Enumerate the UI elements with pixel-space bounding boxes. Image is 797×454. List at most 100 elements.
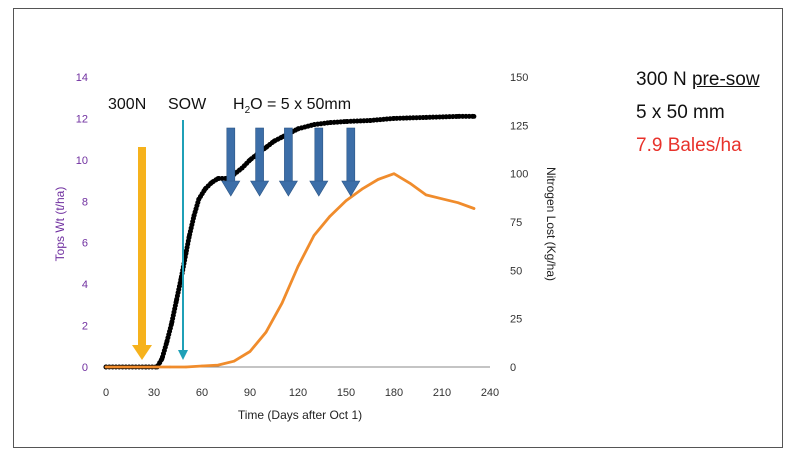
series-nitrogen-lost-point — [424, 193, 428, 197]
series-nitrogen-lost-line — [104, 172, 476, 369]
side-note-rate-timing: pre-sow — [691, 69, 760, 90]
label-water: H2O = 5 x 50mm — [233, 96, 351, 116]
series-tops-wt-point — [279, 134, 285, 140]
series-tops-wt-point — [343, 119, 349, 124]
water-arrow-1-shaft — [226, 127, 236, 183]
series-tops-wt-point — [295, 126, 301, 132]
series-nitrogen-lost-point — [184, 365, 188, 369]
y-left-tick-label: 4 — [82, 279, 88, 291]
x-tick-label: 120 — [289, 387, 307, 399]
series-nitrogen-lost-point — [376, 178, 380, 181]
x-tick-label: 60 — [196, 387, 208, 399]
series-tops-wt-point — [263, 145, 269, 150]
y-left-tick-label: 12 — [76, 113, 88, 125]
series-nitrogen-lost-point — [248, 350, 252, 353]
series-tops-wt-point — [215, 176, 221, 181]
side-note-rate: 300 N pre-sow — [636, 69, 760, 91]
y-right-tick-label: 125 — [510, 120, 528, 132]
series-tops-wt-point — [271, 138, 277, 144]
y-axis-left-label: Tops Wt (t/ha) — [53, 187, 67, 262]
series-nitrogen-lost-point — [440, 197, 444, 200]
x-tick-label: 150 — [337, 387, 355, 399]
series-tops-wt-point — [183, 250, 189, 256]
water-arrow-1-head — [221, 180, 241, 197]
y-right-tick-label: 75 — [510, 217, 522, 229]
x-axis-label: Time (Days after Oct 1) — [238, 408, 362, 422]
series-tops-wt-point — [423, 115, 429, 120]
series-tops-wt-point — [159, 356, 165, 362]
series-nitrogen-lost-point — [312, 234, 316, 237]
water-arrow-4-shaft — [314, 127, 324, 183]
series-tops-wt-point — [169, 321, 175, 326]
y-left-tick-label: 8 — [82, 196, 88, 208]
series-nitrogen-lost-point — [104, 365, 108, 369]
water-arrow-2-shaft — [255, 127, 264, 183]
series-tops-wt-point — [209, 180, 215, 186]
arrow-300n-shaft — [138, 147, 146, 346]
label-sow: SOW — [168, 96, 207, 113]
series-nitrogen-lost-point — [280, 302, 284, 305]
axis-labels: Time (Days after Oct 1) Tops Wt (t/ha) N… — [53, 167, 558, 422]
x-tick-label: 90 — [244, 387, 256, 399]
series-tops-wt-point — [247, 157, 253, 163]
y-left-tick-label: 6 — [82, 238, 88, 250]
y-left-tick-label: 14 — [76, 72, 88, 84]
series-nitrogen-lost-point — [472, 207, 476, 210]
y-right-tick-label: 100 — [510, 169, 528, 181]
x-tick-label: 0 — [103, 387, 109, 399]
side-note-yield: 7.9 Bales/ha — [636, 135, 742, 156]
y-left-tick-label: 2 — [82, 321, 88, 333]
arrow-300n-head — [132, 345, 152, 360]
series-tops-wt-point — [202, 186, 208, 192]
series-nitrogen-lost-point — [408, 182, 412, 185]
arrow-sow-head — [178, 350, 188, 360]
series-nitrogen-lost-point — [216, 363, 220, 367]
water-arrow-3-head — [278, 180, 298, 197]
series-nitrogen-lost-point — [168, 365, 172, 369]
y-right-tick-label: 150 — [510, 72, 528, 84]
water-arrow-5-head — [341, 180, 361, 197]
series-nitrogen-lost-point — [232, 360, 236, 363]
x-tick-label: 240 — [481, 387, 499, 399]
series-nitrogen-lost-point — [328, 215, 332, 218]
y-left-tick-label: 0 — [82, 362, 88, 374]
side-note-irrigation: 5 x 50 mm — [636, 102, 725, 123]
series-tops-wt-point — [239, 165, 245, 171]
series-tops-wt-point — [391, 116, 397, 121]
series-tops-wt-point — [191, 213, 197, 219]
x-tick-label: 180 — [385, 387, 403, 399]
series-tops-wt-point — [471, 114, 477, 119]
series-tops-wt-point — [327, 120, 333, 125]
water-arrow-5-shaft — [346, 127, 356, 183]
x-tick-label: 210 — [433, 387, 451, 399]
series-nitrogen-lost-point — [456, 201, 460, 204]
y-right-tick-label: 50 — [510, 265, 522, 277]
x-tick-label: 30 — [148, 387, 160, 399]
series-nitrogen-lost-point — [392, 172, 396, 175]
series-tops-wt-point — [311, 122, 317, 127]
series-nitrogen-lost-point — [264, 331, 268, 334]
y-right-tick-label: 0 — [510, 362, 516, 374]
annotation-arrows — [132, 120, 361, 360]
side-note-rate-prefix: 300 N — [636, 69, 692, 90]
series-tops-wt-point — [186, 234, 192, 239]
y-axis-right-label: Nitrogen Lost (Kg/ha) — [544, 167, 558, 281]
series-tops-wt-point — [164, 339, 170, 345]
annotation-text: 300N SOW H2O = 5 x 50mm — [108, 96, 351, 116]
series-tops-wt-point — [196, 196, 202, 202]
series-nitrogen-lost-point — [200, 364, 204, 368]
series-tops-wt-point — [174, 298, 179, 304]
series-tops-wt-point — [367, 118, 373, 123]
y-left-tick-label: 10 — [76, 155, 88, 167]
series-nitrogen-lost-point — [360, 187, 364, 191]
water-arrow-3-shaft — [284, 127, 293, 183]
series-nitrogen-lost-point — [344, 199, 348, 202]
series-tops-wt-point — [455, 114, 461, 119]
water-arrow-2-head — [250, 180, 270, 197]
label-300n: 300N — [108, 96, 146, 113]
water-arrow-4-head — [309, 180, 329, 197]
series-nitrogen-lost-point — [296, 265, 300, 268]
series-nitrogen-lost-point — [152, 365, 156, 369]
y-right-tick-label: 25 — [510, 314, 522, 326]
